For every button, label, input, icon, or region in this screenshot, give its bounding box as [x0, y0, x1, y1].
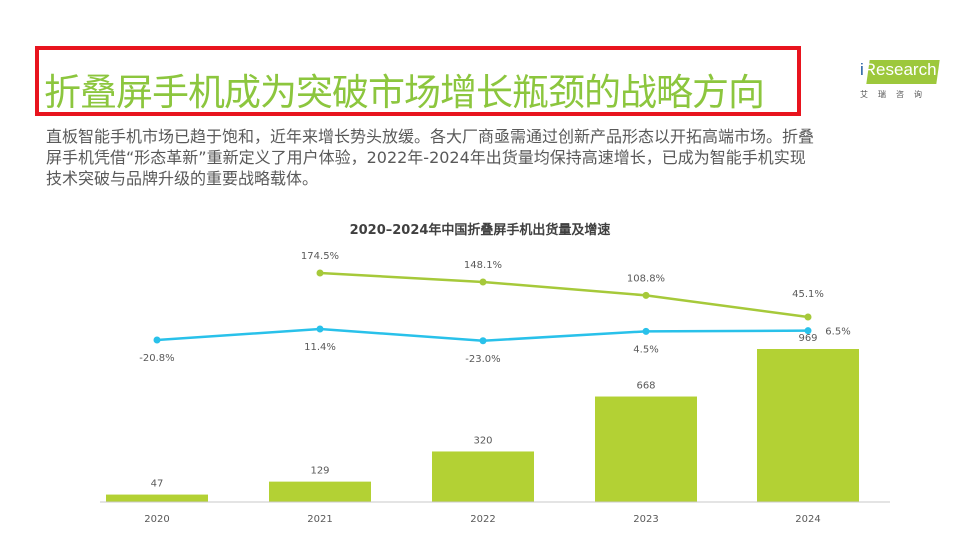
x-tick-label: 2020 — [144, 514, 169, 525]
logo-wordmark: iResearch — [860, 60, 937, 79]
bar-value-label: 320 — [473, 435, 492, 446]
line-marker — [479, 278, 487, 286]
x-tick-label: 2021 — [307, 514, 332, 525]
slide-description: 直板智能手机市场已趋于饱和，近年来增长势头放缓。各大厂商亟需通过创新产品形态以开… — [46, 126, 926, 189]
line-value-label: 174.5% — [301, 251, 339, 262]
x-axis-labels: 2020 2021 2022 2023 2024 — [144, 514, 820, 525]
growth-line — [319, 271, 809, 319]
line-value-label: -23.0% — [465, 354, 500, 365]
line-marker — [642, 327, 650, 335]
bar — [106, 494, 208, 502]
line-marker — [316, 325, 324, 333]
line-value-label: 108.8% — [627, 273, 665, 284]
bar-value-label: 129 — [310, 466, 329, 477]
description-line: 技术突破与品牌升级的重要战略载体。 — [46, 169, 319, 188]
line-marker — [479, 337, 487, 345]
line-series: 174.5% 148.1% 108.8% 45.1% -20.8% 11.4% -23.0%… — [139, 251, 850, 365]
description-line: 屏手机凭借“形态革新”重新定义了用户体验，2022年-2024年出货量均保持高速… — [46, 148, 806, 167]
bar-series: 47 129 320 668 969 — [106, 333, 859, 502]
line-marker — [316, 269, 324, 277]
line-value-label: -20.8% — [139, 353, 174, 364]
bar — [432, 451, 534, 502]
chart-title: 2020–2024年中国折叠屏手机出货量及增速 — [349, 223, 611, 238]
logo-chinese: 艾瑞咨询 — [860, 90, 932, 99]
bar-value-label: 668 — [636, 381, 655, 392]
description-line: 直板智能手机市场已趋于饱和，近年来增长势头放缓。各大厂商亟需通过创新产品形态以开… — [46, 127, 815, 146]
line-value-label: 4.5% — [633, 344, 658, 355]
line-marker — [642, 291, 650, 299]
bar — [269, 481, 371, 502]
line-marker — [804, 327, 812, 335]
iresearch-logo: iResearch 艾瑞咨询 — [856, 56, 940, 104]
title-highlight-box — [35, 46, 801, 116]
line-marker — [804, 313, 812, 321]
bar-value-label: 47 — [151, 479, 164, 490]
x-tick-label: 2023 — [633, 514, 658, 525]
slide-title: 折叠屏手机成为突破市场增长瓶颈的战略方向 — [44, 71, 765, 114]
bar — [757, 349, 859, 502]
line-marker — [153, 336, 161, 344]
line-value-label: 45.1% — [792, 289, 824, 300]
bar — [595, 396, 697, 502]
line-value-label: 148.1% — [464, 260, 502, 271]
line-value-label: 11.4% — [304, 342, 336, 353]
x-tick-label: 2024 — [795, 514, 820, 525]
bar-value-label: 969 — [798, 333, 817, 344]
line-value-label: 6.5% — [825, 327, 850, 338]
x-tick-label: 2022 — [470, 514, 495, 525]
